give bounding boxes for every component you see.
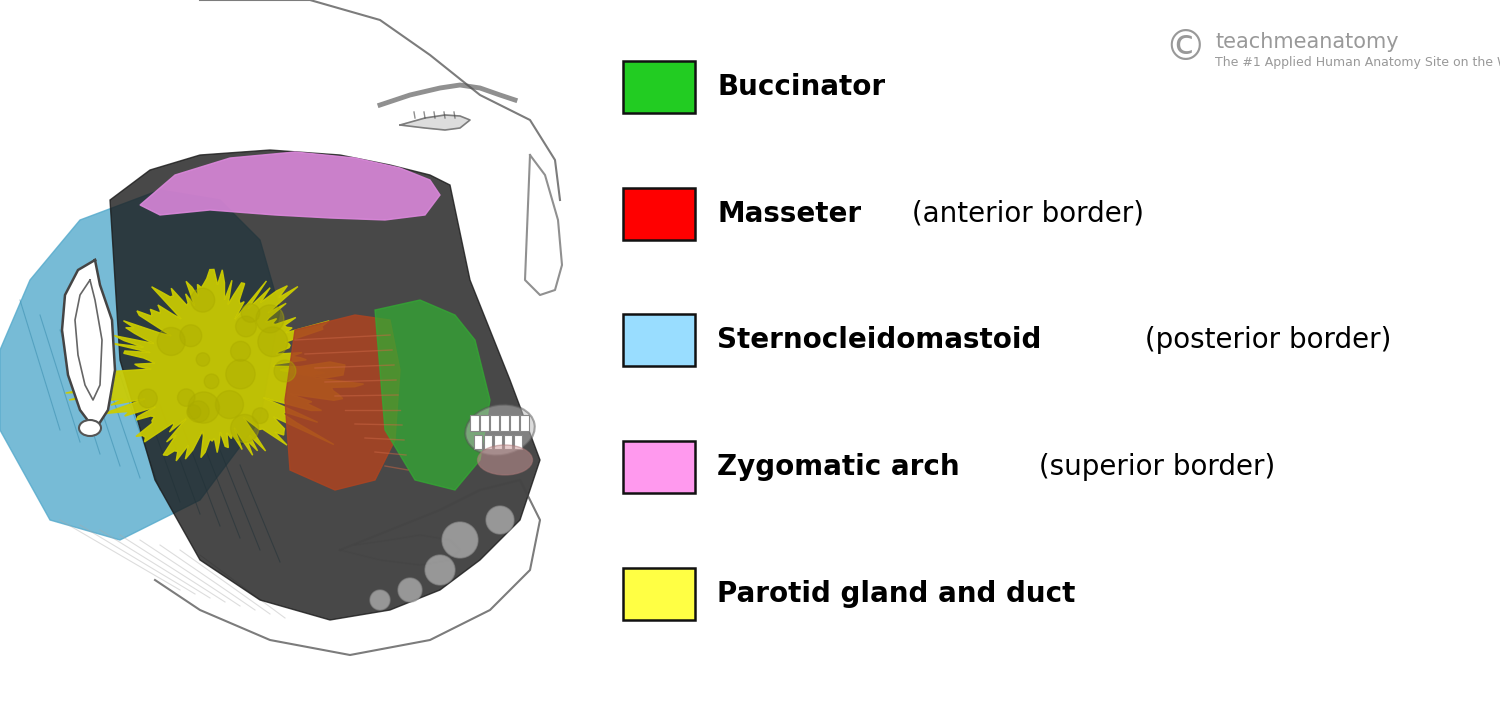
Bar <box>622 314 694 366</box>
Bar <box>580 0 1500 724</box>
Polygon shape <box>285 315 400 490</box>
Circle shape <box>190 288 214 312</box>
Ellipse shape <box>465 405 534 455</box>
Circle shape <box>196 353 210 366</box>
Circle shape <box>442 522 478 558</box>
Circle shape <box>236 316 256 337</box>
Circle shape <box>216 391 243 418</box>
Circle shape <box>258 327 288 357</box>
Circle shape <box>274 360 296 382</box>
Text: The #1 Applied Human Anatomy Site on the Web.: The #1 Applied Human Anatomy Site on the… <box>1215 56 1500 69</box>
Polygon shape <box>400 115 470 130</box>
Bar <box>622 61 694 113</box>
Polygon shape <box>66 269 363 461</box>
Circle shape <box>177 389 195 406</box>
Text: Buccinator: Buccinator <box>717 73 885 101</box>
Bar <box>500 415 508 431</box>
Circle shape <box>486 506 514 534</box>
Circle shape <box>252 408 268 424</box>
Polygon shape <box>280 362 345 378</box>
Polygon shape <box>140 152 440 220</box>
Bar <box>484 435 492 449</box>
Text: Zygomatic arch: Zygomatic arch <box>717 453 960 481</box>
Circle shape <box>188 405 201 419</box>
Text: (anterior border): (anterior border) <box>903 200 1144 227</box>
Ellipse shape <box>80 420 100 436</box>
Bar <box>494 435 502 449</box>
Circle shape <box>370 590 390 610</box>
Text: Parotid gland and duct: Parotid gland and duct <box>717 580 1076 607</box>
Text: (superior border): (superior border) <box>1030 453 1275 481</box>
Bar <box>622 441 694 493</box>
Circle shape <box>188 392 219 423</box>
Circle shape <box>180 325 201 347</box>
Bar <box>470 415 478 431</box>
Circle shape <box>204 374 219 389</box>
Bar <box>480 415 489 431</box>
Bar <box>622 568 694 620</box>
Polygon shape <box>110 150 540 620</box>
Circle shape <box>226 360 255 389</box>
Circle shape <box>424 555 454 585</box>
Bar <box>514 435 522 449</box>
Bar <box>622 188 694 240</box>
Text: (posterior border): (posterior border) <box>1136 327 1390 354</box>
Circle shape <box>158 327 184 355</box>
Bar <box>474 435 482 449</box>
Circle shape <box>242 304 260 322</box>
Text: Sternocleidomastoid: Sternocleidomastoid <box>717 327 1041 354</box>
Polygon shape <box>62 260 116 430</box>
Circle shape <box>256 305 284 333</box>
Polygon shape <box>0 190 280 540</box>
Text: teachmeanatomy: teachmeanatomy <box>1215 32 1398 52</box>
Circle shape <box>231 341 251 361</box>
Circle shape <box>398 578 422 602</box>
Circle shape <box>138 389 158 408</box>
Text: ©: © <box>1164 27 1206 69</box>
Circle shape <box>231 414 258 442</box>
Bar <box>490 415 500 431</box>
Bar <box>510 415 519 431</box>
Bar <box>504 435 512 449</box>
Polygon shape <box>375 300 490 490</box>
Circle shape <box>188 401 209 422</box>
Bar <box>520 415 530 431</box>
Ellipse shape <box>477 445 532 475</box>
Text: Masseter: Masseter <box>717 200 861 227</box>
